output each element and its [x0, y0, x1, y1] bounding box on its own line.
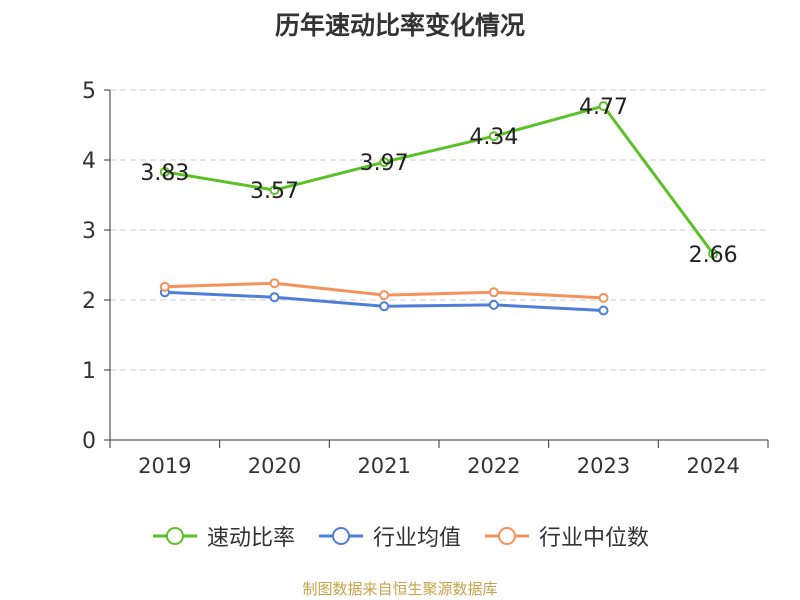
x-tick-label: 2021 — [357, 454, 410, 478]
legend-item-quick-ratio[interactable]: 速动比率 — [151, 520, 295, 552]
chart-title: 历年速动比率变化情况 — [274, 11, 525, 40]
data-source-note: 制图数据来自恒生聚源数据库 — [302, 580, 498, 598]
legend-line-marker-icon — [152, 527, 197, 545]
data-point — [269, 292, 280, 303]
data-point — [708, 248, 719, 259]
y-tick-label: 1 — [82, 359, 96, 384]
x-tick-label: 2023 — [577, 454, 630, 478]
data-point — [598, 305, 609, 316]
data-point — [379, 290, 390, 301]
data-point — [488, 131, 499, 142]
legend-label: 速动比率 — [206, 526, 295, 551]
data-point — [159, 281, 170, 292]
data-label: 3.97 — [360, 151, 409, 176]
y-tick-label: 4 — [82, 149, 96, 174]
data-point — [269, 278, 280, 289]
legend-line-marker-icon — [485, 527, 529, 545]
y-tick-label: 0 — [82, 429, 96, 454]
data-label: 3.57 — [250, 179, 299, 204]
data-label: 3.83 — [140, 161, 189, 186]
legend-item-industry-mean[interactable]: 行业均值 — [317, 520, 461, 552]
x-tick-label: 2020 — [248, 454, 301, 478]
data-label: 4.34 — [469, 125, 518, 150]
legend-item-industry-median[interactable]: 行业中位数 — [483, 520, 649, 552]
data-point — [488, 287, 499, 298]
data-point — [379, 157, 390, 168]
x-tick-label: 2024 — [686, 454, 739, 478]
legend-line-marker-icon — [318, 527, 363, 545]
series-line — [164, 104, 715, 255]
y-tick-label: 5 — [82, 79, 96, 104]
y-tick-label: 3 — [82, 219, 96, 244]
data-point — [379, 301, 390, 312]
data-point — [269, 185, 280, 196]
data-point — [488, 299, 499, 310]
data-label: 4.77 — [579, 95, 628, 120]
data-point — [598, 292, 609, 303]
x-tick-label: 2022 — [467, 454, 520, 478]
data-point — [159, 166, 170, 177]
data-label: 2.66 — [689, 243, 738, 268]
x-tick-label: 2019 — [138, 454, 191, 478]
y-tick-label: 2 — [82, 289, 96, 314]
legend-label: 行业中位数 — [539, 526, 650, 551]
legend-label: 行业均值 — [372, 526, 461, 551]
legend: 速动比率 行业均值 行业中位数 — [0, 520, 800, 552]
data-point — [598, 101, 609, 112]
